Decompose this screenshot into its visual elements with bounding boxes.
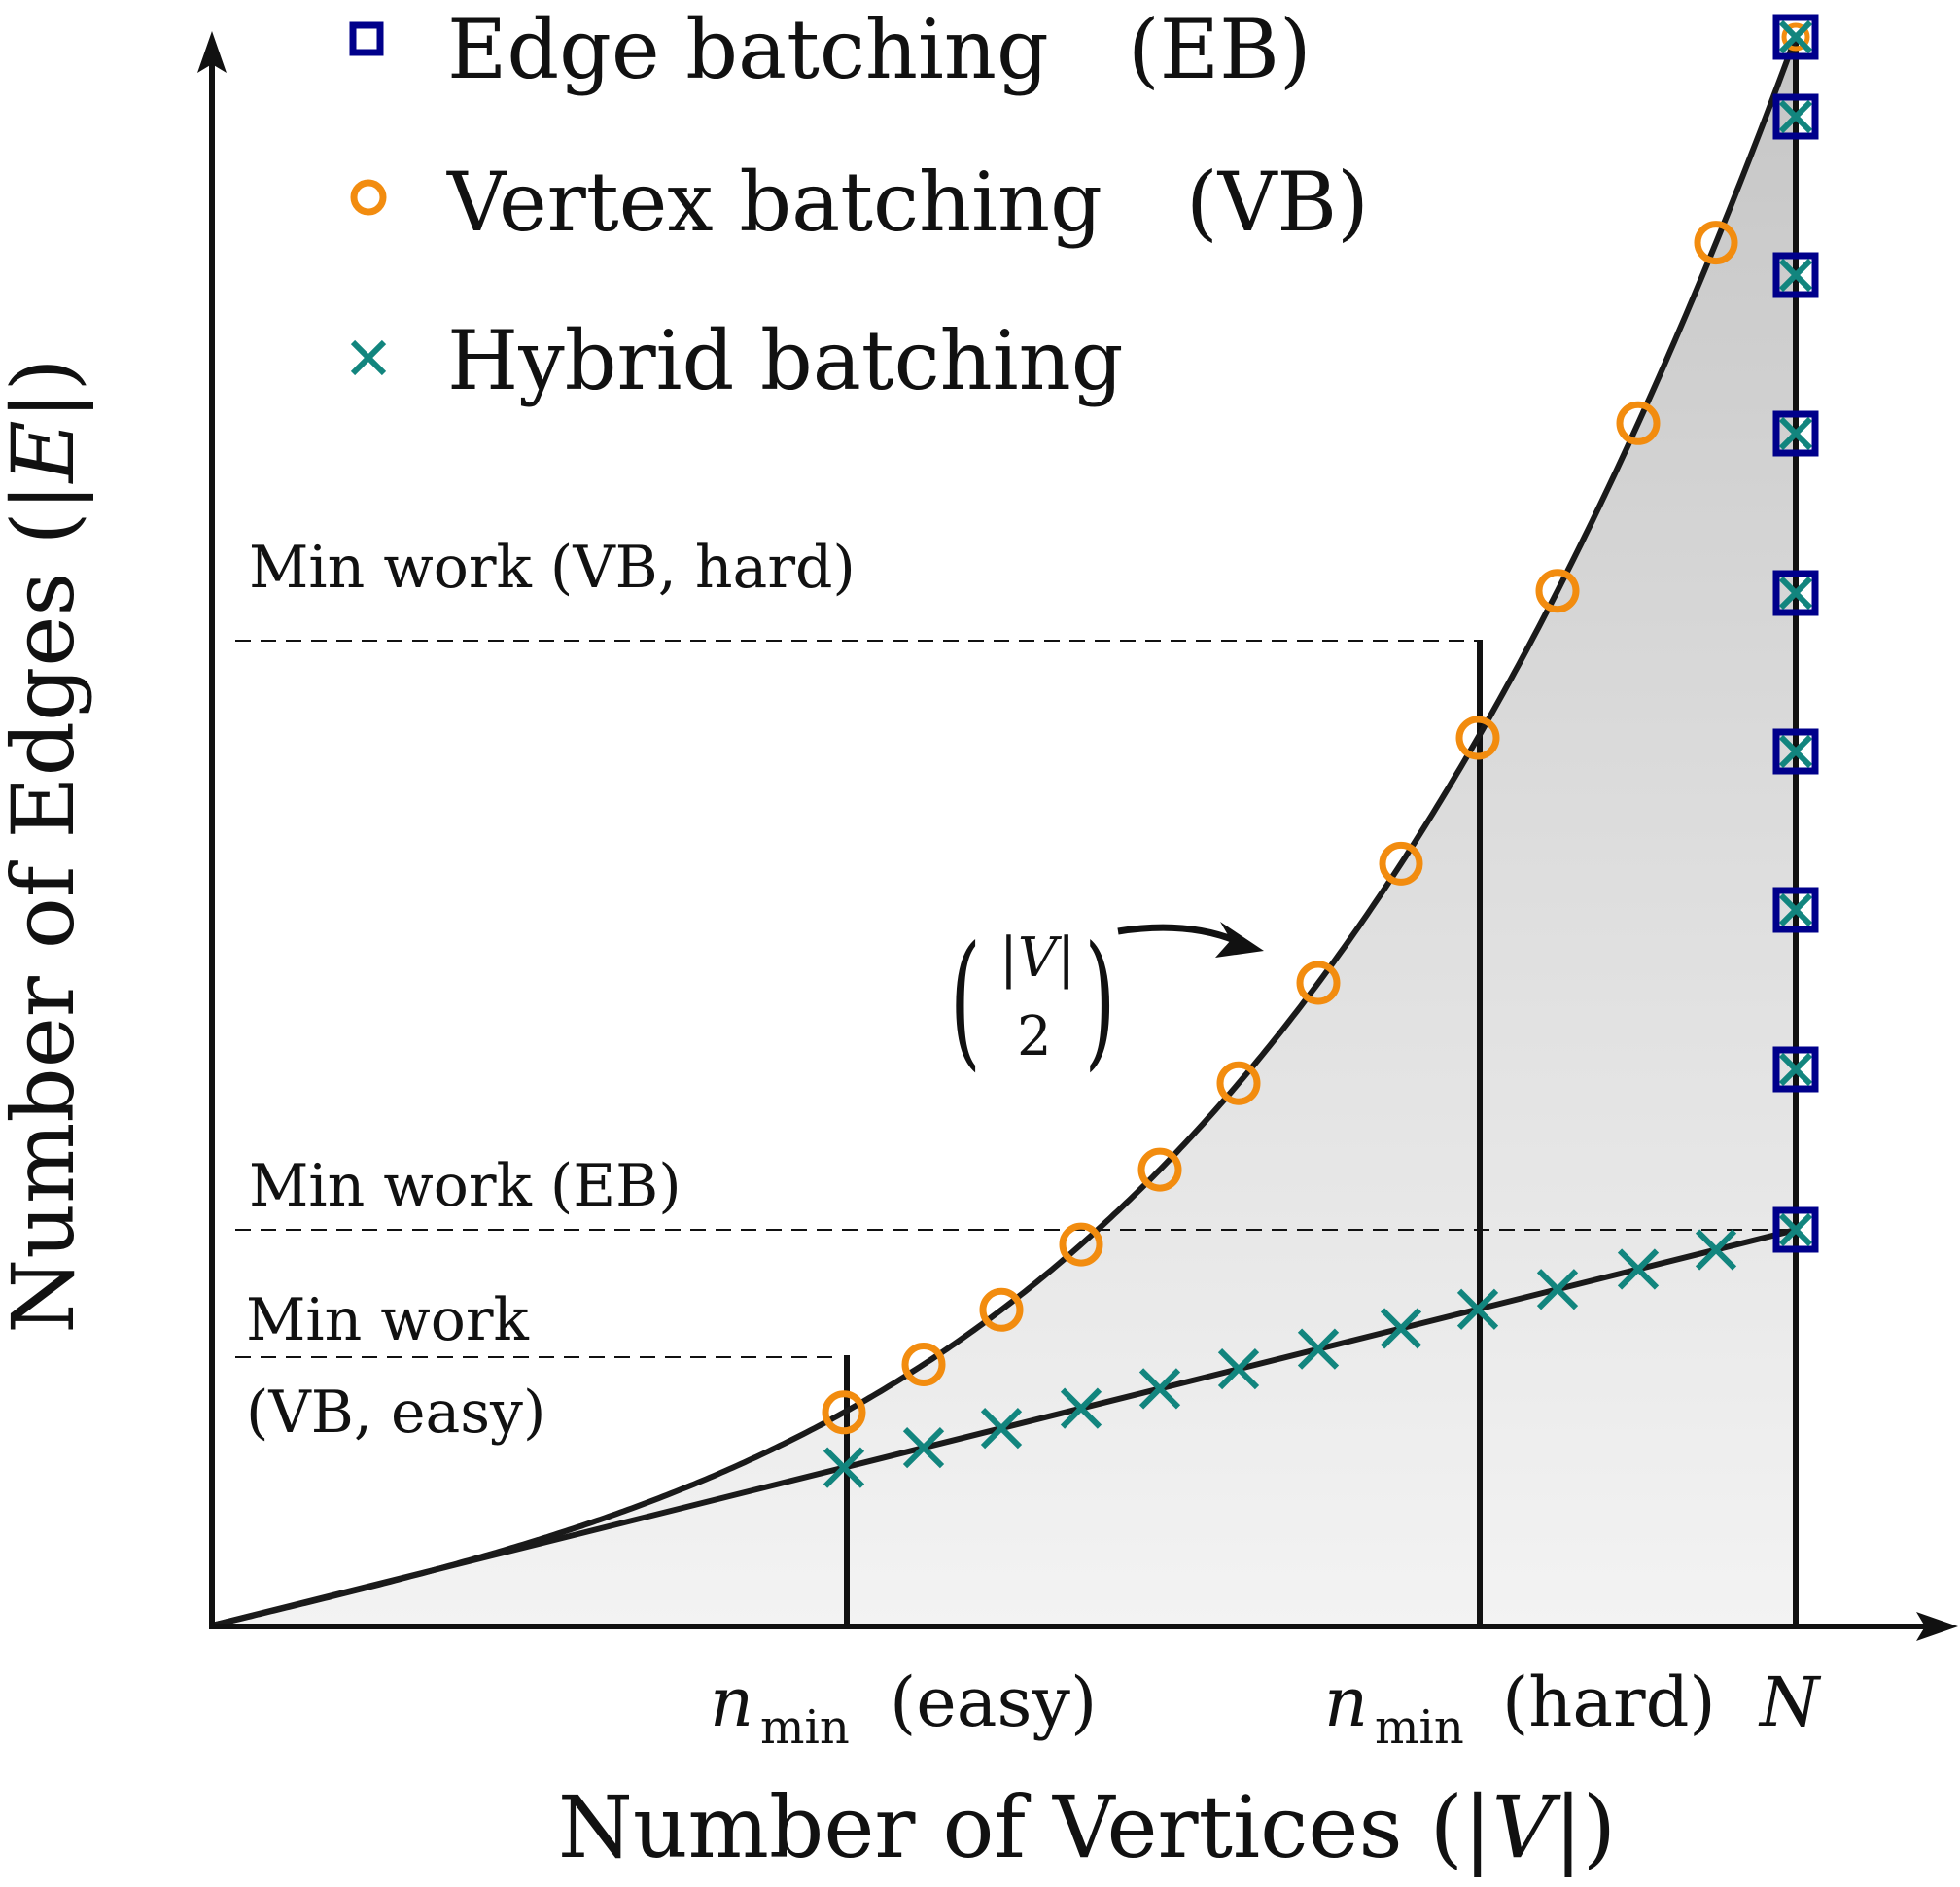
hybrid-batching-marker: [1778, 734, 1813, 769]
edge-batching-marker: [1772, 410, 1819, 457]
svg-text:min: min: [1375, 1700, 1464, 1755]
legend-square-marker: [349, 21, 384, 56]
binomial-left-paren: (: [950, 915, 981, 1085]
vertex-batching-marker: [822, 1390, 866, 1435]
hybrid-batching-marker: [1536, 1269, 1579, 1310]
hybrid-batching-marker: [1617, 1248, 1660, 1290]
binomial-top: |V|: [999, 926, 1075, 990]
vertex-batching-marker: [1296, 961, 1341, 1005]
hybrid-batching-marker: [1778, 416, 1813, 451]
vertex-batching-marker: [1535, 569, 1580, 613]
edge-batching-marker: [1772, 252, 1819, 298]
hybrid-batching-marker: [1778, 99, 1813, 134]
svg-text:n: n: [710, 1662, 753, 1742]
legend-x-marker: [350, 339, 387, 376]
hybrid-batching-marker: [1778, 1212, 1813, 1247]
x-axis-arrowhead: [1916, 1612, 1958, 1641]
legend-circle-marker: [350, 179, 387, 216]
hybrid-batching-marker: [1456, 1288, 1499, 1330]
y-axis-arrowhead: [197, 31, 227, 73]
hybrid-batching-marker: [822, 1447, 865, 1488]
binomial-arrowhead: [1215, 922, 1264, 958]
feasible-region: [212, 37, 1796, 1625]
svg-text:(easy): (easy): [890, 1662, 1097, 1742]
vertex-batching-marker: [1616, 401, 1661, 445]
binomial-label: ( |V| 2 ): [950, 915, 1116, 1085]
svg-text:n: n: [1324, 1662, 1368, 1742]
legend-abbr-edge: (EB): [1128, 2, 1312, 97]
binomial-bottom: 2: [1017, 1005, 1052, 1068]
legend-label-vertex: Vertex batching: [446, 155, 1102, 250]
binomial-arrow: [1117, 924, 1239, 945]
vertex-batching-marker: [1781, 22, 1810, 52]
legend-abbr-vertex: (VB): [1186, 155, 1369, 250]
hybrid-batching-marker: [1060, 1387, 1102, 1429]
hybrid-batching-marker: [1380, 1308, 1422, 1349]
vertex-batching-markers: [822, 221, 1738, 1435]
edge-batching-marker: [1772, 570, 1819, 616]
vertex-batching-marker: [1379, 841, 1423, 886]
svg-text:min: min: [760, 1700, 850, 1755]
annotation-min-work-vb-easy-line1: Min work: [246, 1286, 530, 1354]
edge-batching-marker: [1772, 1206, 1819, 1253]
hybrid-batching-markers: [822, 19, 1813, 1488]
vertex-batching-marker: [1216, 1061, 1261, 1105]
hybrid-batching-marker: [902, 1426, 945, 1469]
vertex-batching-marker: [979, 1287, 1024, 1332]
hybrid-batching-marker: [1695, 1229, 1737, 1271]
tick-nmin-easy: n min (easy): [710, 1662, 1097, 1755]
annotation-min-work-vb-easy-line2: (VB, easy): [246, 1379, 545, 1447]
vertex-batching-marker: [1455, 716, 1500, 760]
edge-batching-marker: [1772, 1046, 1819, 1093]
x-axis-title: Number of Vertices (|V|): [558, 1777, 1616, 1877]
hybrid-batching-marker: [1778, 1052, 1813, 1087]
hybrid-batching-marker: [1778, 576, 1813, 611]
hybrid-batching-marker: [1138, 1368, 1181, 1410]
tick-N: N: [1758, 1662, 1822, 1742]
hybrid-batching-marker: [1217, 1348, 1260, 1390]
hybrid-batching-marker: [1778, 258, 1813, 293]
vertex-batching-marker: [901, 1343, 946, 1386]
edge-batching-markers: [1772, 14, 1819, 1253]
y-axis-title: Number of Edges (|E|): [0, 358, 93, 1333]
edge-batching-marker: [1772, 93, 1819, 140]
hybrid-batching-marker: [1297, 1328, 1340, 1370]
binomial-right-paren: ): [1084, 915, 1115, 1085]
vertex-batching-marker: [1059, 1222, 1103, 1267]
annotation-min-work-eb: Min work (EB): [249, 1152, 682, 1220]
legend-label-edge: Edge batching: [447, 2, 1049, 97]
legend-label-hybrid: Hybrid batching: [447, 313, 1123, 408]
hybrid-batching-marker: [1778, 19, 1813, 54]
annotation-min-work-vb-hard: Min work (VB, hard): [249, 534, 856, 602]
edge-batching-marker: [1772, 887, 1819, 933]
vertex-batching-marker: [1138, 1147, 1182, 1192]
tick-nmin-hard: n min (hard): [1324, 1662, 1716, 1755]
hybrid-batching-marker: [980, 1408, 1023, 1450]
svg-text:(hard): (hard): [1502, 1662, 1716, 1742]
edge-batching-marker: [1772, 728, 1819, 775]
hybrid-batching-marker: [1778, 892, 1813, 927]
edge-batching-marker: [1772, 14, 1819, 60]
vertex-batching-marker: [1694, 221, 1738, 265]
legend: Edge batching (EB) Vertex batching (VB) …: [349, 2, 1369, 408]
